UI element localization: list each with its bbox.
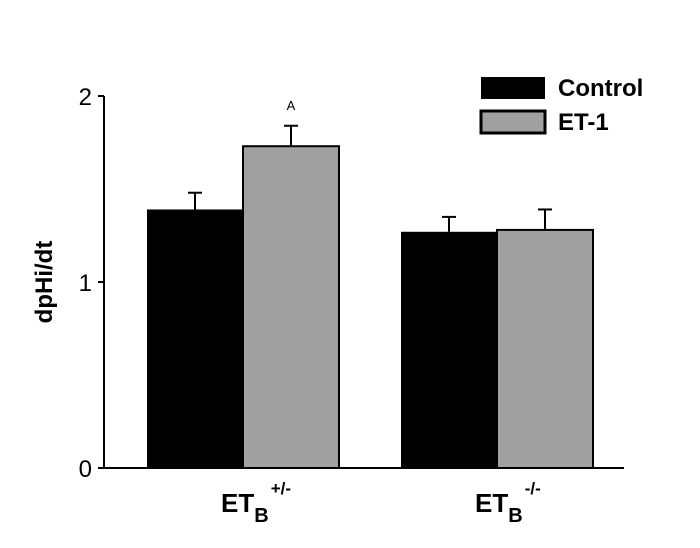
bar-control [147, 209, 243, 468]
y-tick-label: 1 [79, 270, 92, 297]
y-tick-label: 2 [79, 84, 92, 111]
legend-swatch-et-1 [479, 109, 547, 135]
bar-et-1 [496, 228, 594, 469]
y-tick-label: 0 [79, 456, 92, 483]
x-category-label: ETB-/- [475, 479, 541, 527]
x-category-label: ETB+/- [221, 479, 291, 527]
significance-annotation: A [287, 98, 296, 113]
y-axis-label: dpHi/dt [31, 241, 58, 324]
bar-control [401, 231, 497, 468]
legend-swatch-control [481, 77, 545, 99]
legend-label: Control [558, 75, 643, 102]
bar-et-1 [242, 145, 340, 469]
legend-label: ET-1 [558, 109, 609, 136]
